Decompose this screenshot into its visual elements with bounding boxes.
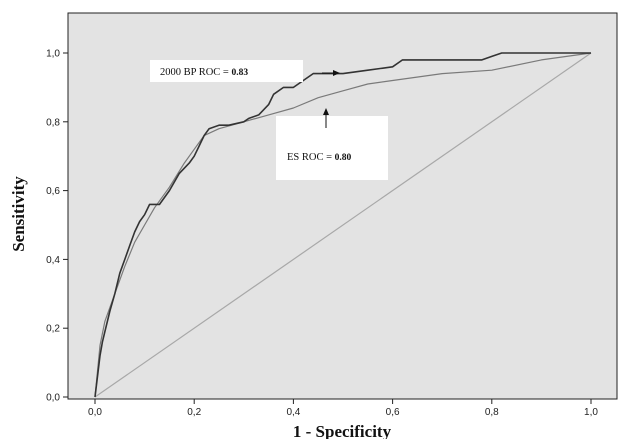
x-tick-label: 0,6: [386, 407, 400, 418]
x-tick-label: 1,0: [584, 407, 598, 418]
es-annotation-text: ES ROC =: [287, 152, 335, 163]
2000-bp-series-line: [94, 52, 591, 398]
y-tick-label: 0,6: [46, 186, 60, 197]
y-tick-label: 0,0: [46, 393, 60, 404]
es-series-line: [94, 52, 592, 398]
series-layer: [94, 52, 592, 398]
x-tick-label: 0,2: [187, 407, 201, 418]
x-tick-label: 0,8: [485, 407, 499, 418]
bp-annotation-box: [150, 60, 303, 82]
y-tick-label: 1,0: [46, 49, 60, 60]
x-axis-title: 1 - Specificity: [293, 422, 392, 439]
x-tick-label: 0,0: [88, 407, 102, 418]
y-tick-label: 0,4: [46, 255, 60, 266]
bp-annotation-text: 2000 BP ROC =: [160, 67, 231, 78]
x-tick-label: 0,4: [286, 407, 300, 418]
bp-annotation-label: 2000 BP ROC = 0.83: [160, 67, 248, 78]
bp-annotation-value: 0.83: [231, 68, 248, 78]
axis-ticks: 0,0 0,2 0,4 0,6 0,8 1,0 0,0 0,2 0,4 0,6 0,8 1,0: [46, 49, 598, 419]
es-annotation-box: [276, 116, 388, 180]
y-tick-label: 0,8: [46, 117, 60, 128]
bp-arrow-head: [333, 70, 340, 76]
reference-series-line: [94, 52, 592, 398]
y-tick-label: 0,2: [46, 324, 60, 335]
y-axis-title: Sensitivity: [9, 176, 28, 252]
es-annotation-label: ES ROC = 0.80: [287, 152, 352, 163]
es-arrow-head: [323, 108, 329, 115]
es-annotation-value: 0.80: [335, 153, 352, 163]
